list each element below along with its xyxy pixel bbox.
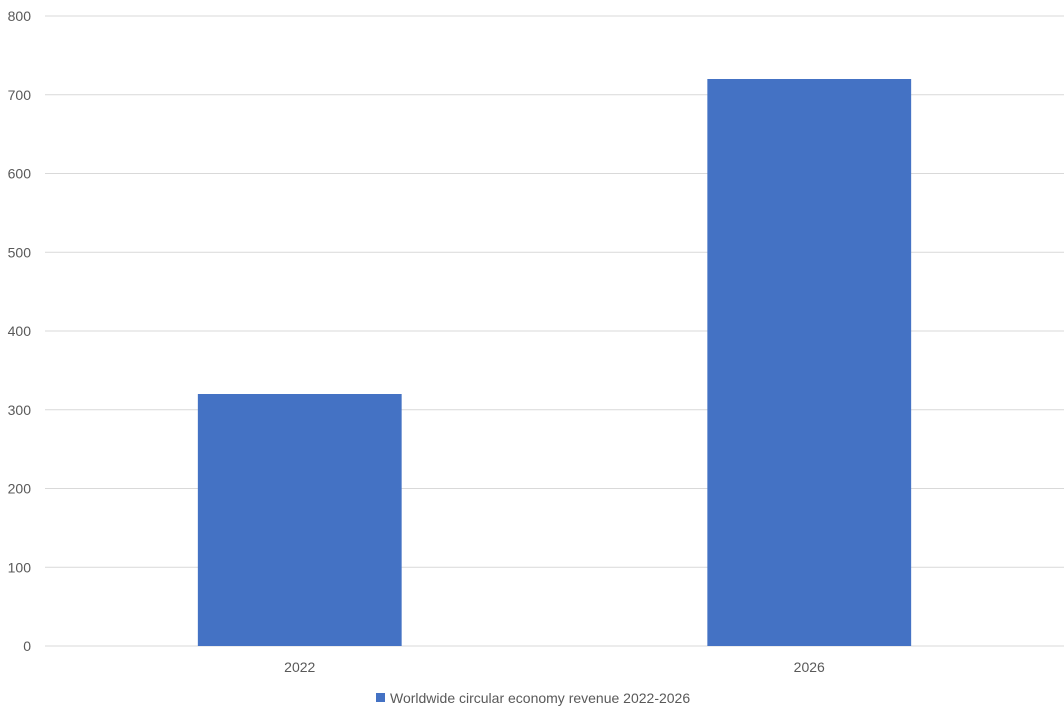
- bar-2026: [707, 79, 912, 646]
- y-tick-label: 500: [8, 244, 32, 260]
- y-axis-tick-labels: 0 100 200 300 400 500 600 700 800: [8, 8, 32, 654]
- y-tick-label: 100: [8, 559, 32, 575]
- y-tick-label: 600: [8, 166, 32, 182]
- y-tick-label: 400: [8, 323, 32, 339]
- bar-2022: [197, 394, 402, 646]
- y-tick-label: 800: [8, 8, 32, 24]
- bars: [197, 79, 912, 646]
- x-tick-label: 2022: [284, 659, 315, 675]
- legend-label: Worldwide circular economy revenue 2022-…: [390, 690, 690, 706]
- x-tick-label: 2026: [794, 659, 825, 675]
- y-tick-label: 200: [8, 481, 32, 497]
- legend: Worldwide circular economy revenue 2022-…: [376, 690, 690, 706]
- y-tick-label: 700: [8, 87, 32, 103]
- legend-swatch: [376, 693, 385, 702]
- y-tick-label: 0: [23, 638, 31, 654]
- x-axis-tick-labels: 2022 2026: [284, 659, 825, 675]
- y-tick-label: 300: [8, 402, 32, 418]
